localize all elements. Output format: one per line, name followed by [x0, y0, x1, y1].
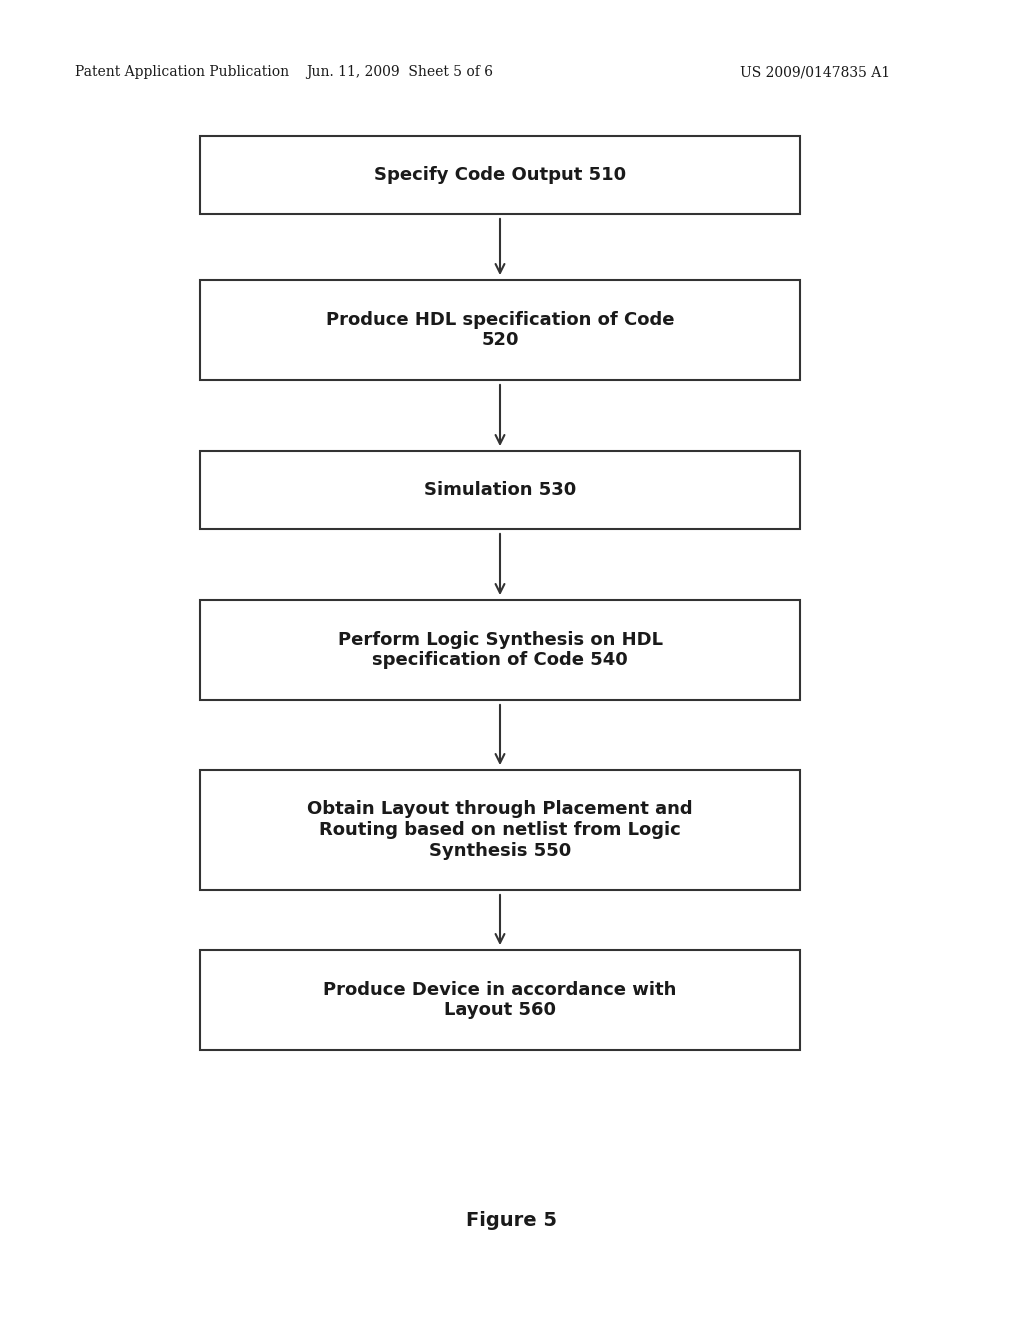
Text: Figure 5: Figure 5 — [467, 1210, 557, 1229]
Bar — [200, 770, 800, 890]
Text: Jun. 11, 2009  Sheet 5 of 6: Jun. 11, 2009 Sheet 5 of 6 — [306, 65, 494, 79]
Bar — [200, 601, 800, 700]
Bar — [200, 950, 800, 1049]
Bar — [200, 451, 800, 529]
Text: Produce Device in accordance with
Layout 560: Produce Device in accordance with Layout… — [324, 981, 677, 1019]
Bar — [200, 280, 800, 380]
Text: Obtain Layout through Placement and
Routing based on netlist from Logic
Synthesi: Obtain Layout through Placement and Rout… — [307, 800, 693, 859]
Text: Perform Logic Synthesis on HDL
specification of Code 540: Perform Logic Synthesis on HDL specifica… — [338, 631, 663, 669]
Text: Produce HDL specification of Code
520: Produce HDL specification of Code 520 — [326, 310, 674, 350]
Text: Patent Application Publication: Patent Application Publication — [75, 65, 289, 79]
Text: Simulation 530: Simulation 530 — [424, 480, 577, 499]
Bar — [200, 136, 800, 214]
Text: US 2009/0147835 A1: US 2009/0147835 A1 — [740, 65, 890, 79]
Text: Specify Code Output 510: Specify Code Output 510 — [374, 166, 626, 183]
